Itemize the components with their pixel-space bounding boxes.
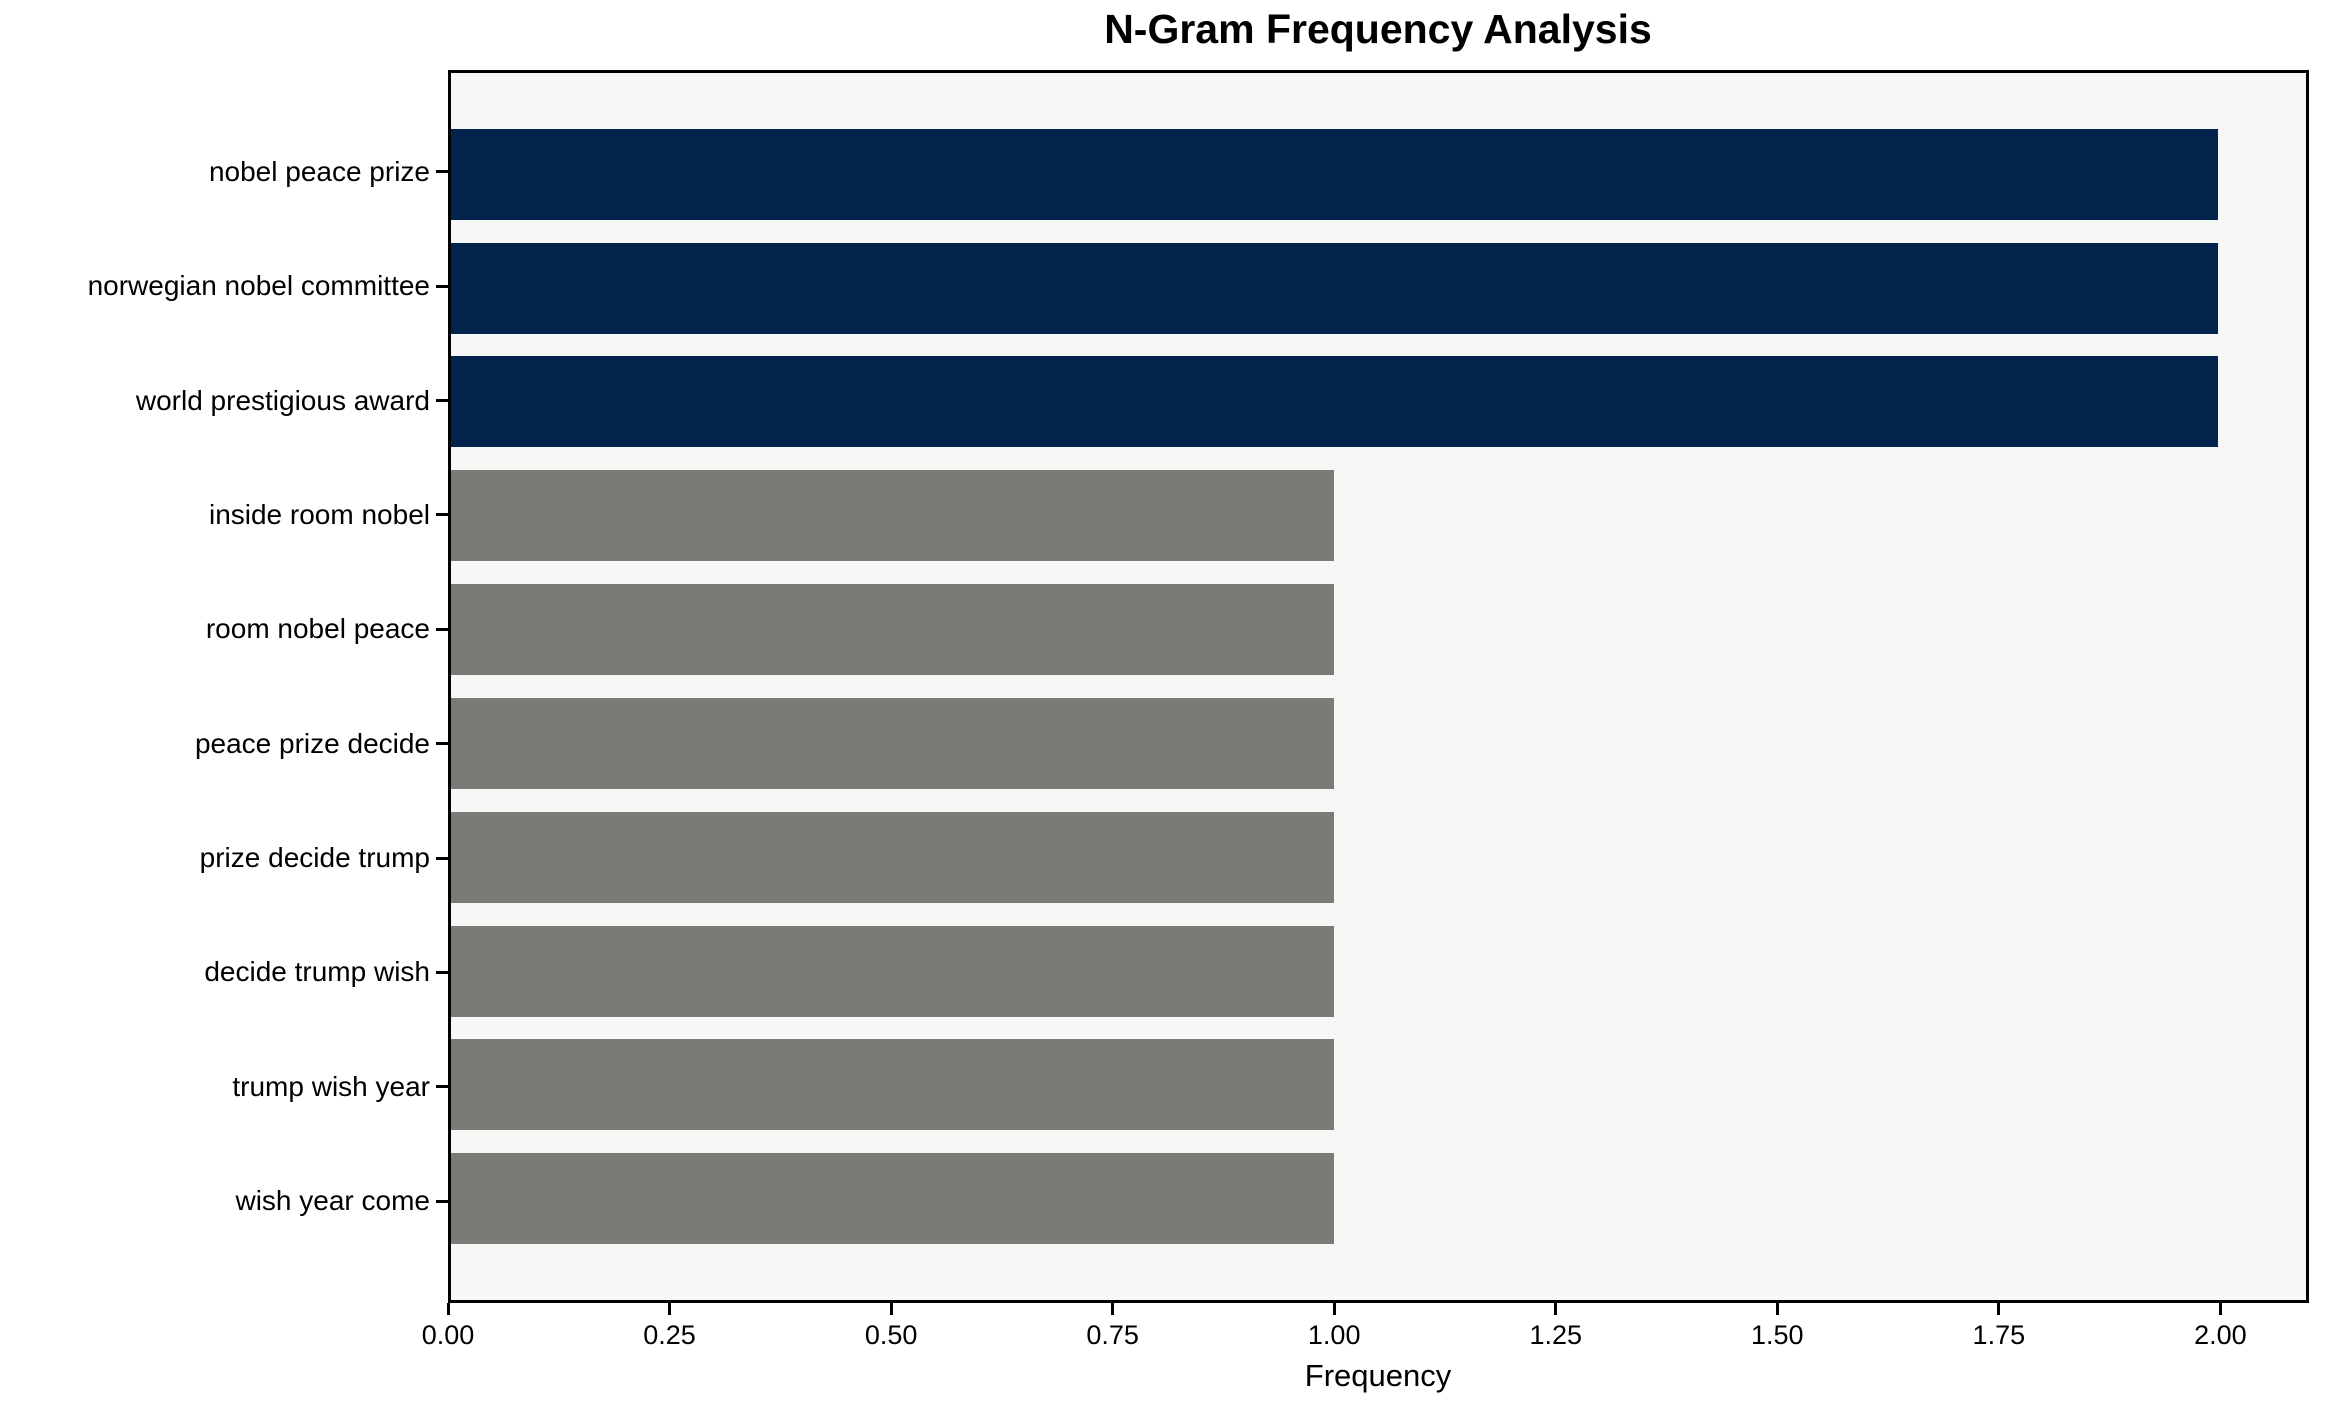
- x-tick-label: 1.75: [1972, 1320, 2026, 1350]
- bar-inside-room-nobel: [451, 470, 1335, 562]
- plot-area: [448, 70, 2309, 1303]
- x-tick-mark: [2218, 1303, 2222, 1315]
- y-tick-label: trump wish year: [232, 1070, 430, 1102]
- x-axis-title: Frequency: [1304, 1358, 1452, 1393]
- x-tick-mark: [1554, 1303, 1558, 1315]
- x-tick-label: 2.00: [2194, 1320, 2247, 1350]
- x-tick-label: 0.50: [864, 1320, 918, 1350]
- bar-decide-trump-wish: [451, 925, 1335, 1017]
- y-tick-label: decide trump wish: [204, 956, 430, 988]
- bar-norwegian-nobel-committee: [451, 242, 2218, 334]
- x-tick-label: 0.00: [421, 1320, 475, 1350]
- y-tick-label: inside room nobel: [208, 498, 430, 530]
- x-tick-mark: [668, 1303, 672, 1315]
- x-tick-label: 1.25: [1529, 1320, 1583, 1350]
- x-tick-label: 1.50: [1751, 1320, 1804, 1350]
- y-tick-label: world prestigious award: [135, 384, 430, 416]
- x-tick-mark: [1775, 1303, 1779, 1315]
- y-tick-label: room nobel peace: [205, 613, 430, 645]
- x-tick-mark: [889, 1303, 893, 1315]
- chart-title: N-Gram Frequency Analysis: [1104, 6, 1652, 52]
- y-tick-mark: [436, 742, 448, 746]
- y-tick-mark: [436, 513, 448, 517]
- x-tick-label: 1.00: [1307, 1320, 1361, 1350]
- x-tick-mark: [1111, 1303, 1115, 1315]
- x-tick-label: 0.75: [1086, 1320, 1139, 1350]
- y-tick-mark: [436, 399, 448, 403]
- x-tick-mark: [446, 1303, 450, 1315]
- y-tick-label: nobel peace prize: [208, 155, 430, 187]
- bar-trump-wish-year: [451, 1039, 1335, 1131]
- bar-room-nobel-peace: [451, 584, 1335, 676]
- bar-prize-decide-trump: [451, 811, 1335, 903]
- y-tick-mark: [436, 856, 448, 860]
- y-tick-mark: [436, 1199, 448, 1203]
- bar-peace-prize-decide: [451, 697, 1335, 789]
- y-tick-label: peace prize decide: [194, 727, 430, 759]
- y-tick-mark: [436, 284, 448, 288]
- bar-wish-year-come: [451, 1153, 1335, 1245]
- bar-nobel-peace-prize: [451, 128, 2218, 220]
- y-tick-mark: [436, 627, 448, 631]
- x-tick-mark: [1997, 1303, 2001, 1315]
- y-tick-mark: [436, 970, 448, 974]
- x-tick-label: 0.25: [643, 1320, 696, 1350]
- y-tick-label: norwegian nobel committee: [87, 270, 430, 302]
- bar-world-prestigious-award: [451, 356, 2218, 448]
- y-tick-mark: [436, 170, 448, 174]
- y-tick-label: prize decide trump: [199, 842, 430, 874]
- x-tick-mark: [1332, 1303, 1336, 1315]
- y-tick-mark: [436, 1085, 448, 1089]
- y-tick-label: wish year come: [235, 1185, 430, 1217]
